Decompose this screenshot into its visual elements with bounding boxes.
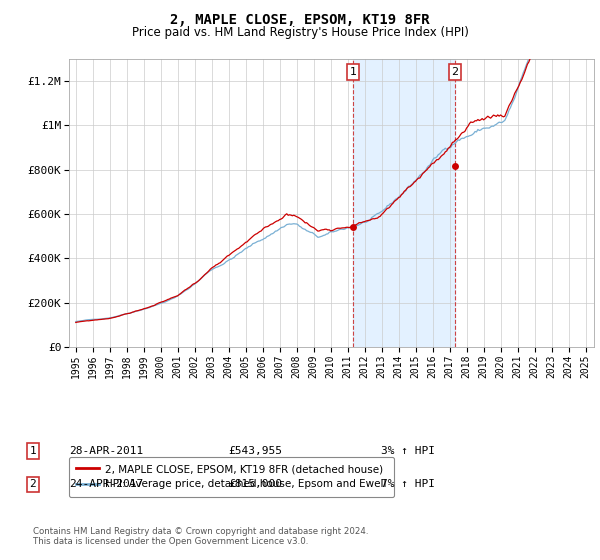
Text: 7% ↑ HPI: 7% ↑ HPI bbox=[381, 479, 435, 489]
Bar bbox=[353, 59, 455, 347]
Text: 2: 2 bbox=[29, 479, 37, 489]
Text: 3% ↑ HPI: 3% ↑ HPI bbox=[381, 446, 435, 456]
Text: 24-APR-2017: 24-APR-2017 bbox=[69, 479, 143, 489]
Text: £815,000: £815,000 bbox=[228, 479, 282, 489]
Text: Price paid vs. HM Land Registry's House Price Index (HPI): Price paid vs. HM Land Registry's House … bbox=[131, 26, 469, 39]
Text: Contains HM Land Registry data © Crown copyright and database right 2024.
This d: Contains HM Land Registry data © Crown c… bbox=[33, 527, 368, 546]
Text: 2, MAPLE CLOSE, EPSOM, KT19 8FR: 2, MAPLE CLOSE, EPSOM, KT19 8FR bbox=[170, 13, 430, 27]
Text: 1: 1 bbox=[29, 446, 37, 456]
Legend: 2, MAPLE CLOSE, EPSOM, KT19 8FR (detached house), HPI: Average price, detached h: 2, MAPLE CLOSE, EPSOM, KT19 8FR (detache… bbox=[69, 457, 394, 497]
Text: £543,955: £543,955 bbox=[228, 446, 282, 456]
Text: 1: 1 bbox=[350, 67, 356, 77]
Text: 2: 2 bbox=[451, 67, 458, 77]
Text: 28-APR-2011: 28-APR-2011 bbox=[69, 446, 143, 456]
